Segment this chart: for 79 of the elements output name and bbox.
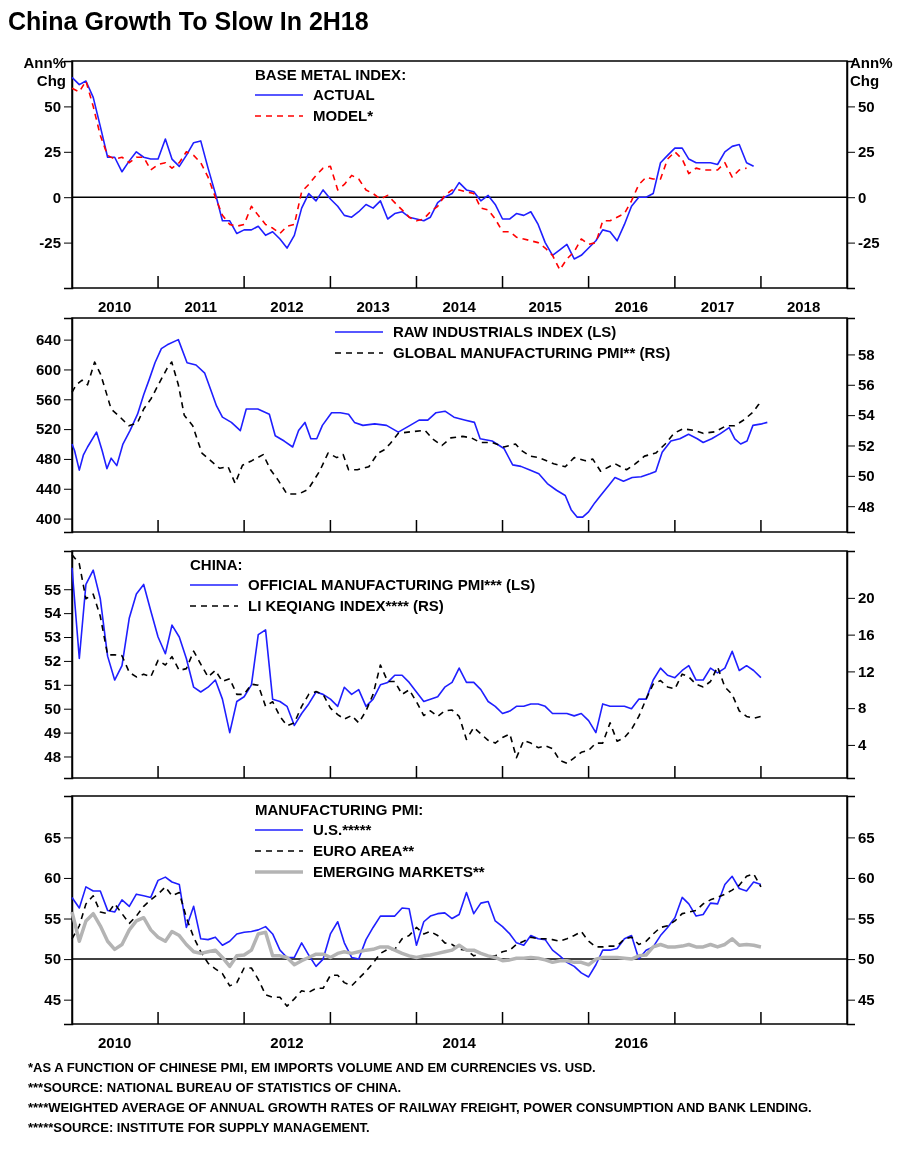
y-tick-label: 53 xyxy=(44,628,61,646)
y-tick-label: 25 xyxy=(44,143,61,161)
text: ***SOURCE: NATIONAL BUREAU OF STATISTICS OF CHINA. xyxy=(28,1080,402,1095)
y-tick-label: 640 xyxy=(35,330,61,348)
y-tick-label: 440 xyxy=(35,480,61,498)
x-tick-label: 2016 xyxy=(614,298,649,315)
y-tick-label: 49 xyxy=(44,723,61,741)
y-tick-label: 560 xyxy=(35,390,61,408)
x-tick-label: 2014 xyxy=(442,298,477,315)
y2-tick-label: 20 xyxy=(858,589,875,607)
y2-tick-label: 50 xyxy=(858,467,875,485)
legend-label: U.S.***** xyxy=(313,821,372,838)
y-tick-label: 0 xyxy=(52,188,61,206)
y2-tick-label: -25 xyxy=(858,233,880,251)
legend-title: CHINA: xyxy=(190,556,243,573)
legend-title: BASE METAL INDEX: xyxy=(255,66,407,83)
x-tick-label: 2016 xyxy=(614,1034,649,1051)
legend-label: RAW INDUSTRIALS INDEX (LS) xyxy=(393,323,617,340)
y-tick-label: 65 xyxy=(44,828,61,846)
y-axis-title: Ann% Chg xyxy=(23,54,66,89)
legend-title: MANUFACTURING PMI: xyxy=(255,801,424,818)
y-tick-label: 55 xyxy=(44,580,61,598)
line-series xyxy=(70,910,763,969)
x-tick-label: 2012 xyxy=(270,298,304,315)
legend-label: ACTUAL xyxy=(313,86,375,103)
legend-label: EMERGING MARKETS** xyxy=(313,863,485,880)
chart-title: China Growth To Slow In 2H18 xyxy=(8,7,369,35)
x-tick-label: 2017 xyxy=(700,298,735,315)
legend-label: MODEL* xyxy=(313,107,374,124)
x-tick-label: 2014 xyxy=(442,1034,477,1051)
y2-axis-title: Ann% Chg xyxy=(850,54,893,89)
y-tick-label: 520 xyxy=(35,420,61,438)
line-series xyxy=(71,875,762,978)
x-tick-label: 2013 xyxy=(356,298,390,315)
line-series xyxy=(71,338,769,518)
y-tick-label: 45 xyxy=(44,990,61,1008)
x-tick-label: 2010 xyxy=(97,1034,132,1051)
text: *AS A FUNCTION OF CHINESE PMI, EM IMPORTS VOLUME AND EM CURRENCIES VS. USD. xyxy=(28,1060,596,1075)
legend-label: LI KEQIANG INDEX**** (RS) xyxy=(248,597,444,614)
y-tick-label: 55 xyxy=(44,909,61,927)
y2-tick-label: 54 xyxy=(858,406,876,424)
y2-tick-label: 50 xyxy=(858,950,875,968)
y2-tick-label: 65 xyxy=(858,828,875,846)
y2-tick-label: 60 xyxy=(858,869,875,887)
y2-tick-label: 58 xyxy=(858,345,875,363)
y2-tick-label: 50 xyxy=(858,97,875,115)
y-tick-label: 50 xyxy=(44,97,61,115)
text: *****SOURCE: INSTITUTE FOR SUPPLY MANAGEMENT. xyxy=(28,1120,370,1135)
y-tick-label: 60 xyxy=(44,869,61,887)
x-tick-label: 2018 xyxy=(786,298,821,315)
y-tick-label: 54 xyxy=(44,604,62,622)
y2-tick-label: 56 xyxy=(858,376,875,394)
y2-tick-label: 12 xyxy=(858,662,875,680)
y2-tick-label: 48 xyxy=(858,497,875,515)
legend-label: GLOBAL MANUFACTURING PMI** (RS) xyxy=(393,344,671,361)
y2-tick-label: 16 xyxy=(858,625,875,643)
legend-label: EURO AREA** xyxy=(313,842,415,859)
y2-tick-label: 52 xyxy=(858,436,875,454)
x-tick-label: 2010 xyxy=(97,298,132,315)
y-tick-label: 600 xyxy=(35,360,61,378)
y-tick-label: 50 xyxy=(44,950,61,968)
x-tick-label: 2011 xyxy=(184,298,218,315)
y-tick-label: -25 xyxy=(39,233,61,251)
legend-label: OFFICIAL MANUFACTURING PMI*** (LS) xyxy=(248,576,536,593)
y2-tick-label: 0 xyxy=(858,188,867,206)
y2-tick-label: 45 xyxy=(858,990,875,1008)
y2-tick-label: 8 xyxy=(858,699,867,717)
y-tick-label: 52 xyxy=(44,652,61,670)
y-tick-label: 51 xyxy=(44,676,61,694)
y-tick-label: 480 xyxy=(35,450,61,468)
y2-tick-label: 25 xyxy=(858,143,875,161)
y-tick-label: 400 xyxy=(35,509,61,527)
y-tick-label: 48 xyxy=(44,747,61,765)
text: ****WEIGHTED AVERAGE OF ANNUAL GROWTH RATES OF RAILWAY FREIGHT, POWER CONSUMPTION AND BANK LENDING. xyxy=(28,1100,812,1115)
y2-tick-label: 55 xyxy=(858,909,875,927)
y2-tick-label: 4 xyxy=(858,736,867,754)
y-tick-label: 50 xyxy=(44,700,61,718)
x-tick-label: 2012 xyxy=(270,1034,304,1051)
x-tick-label: 2015 xyxy=(528,298,562,315)
